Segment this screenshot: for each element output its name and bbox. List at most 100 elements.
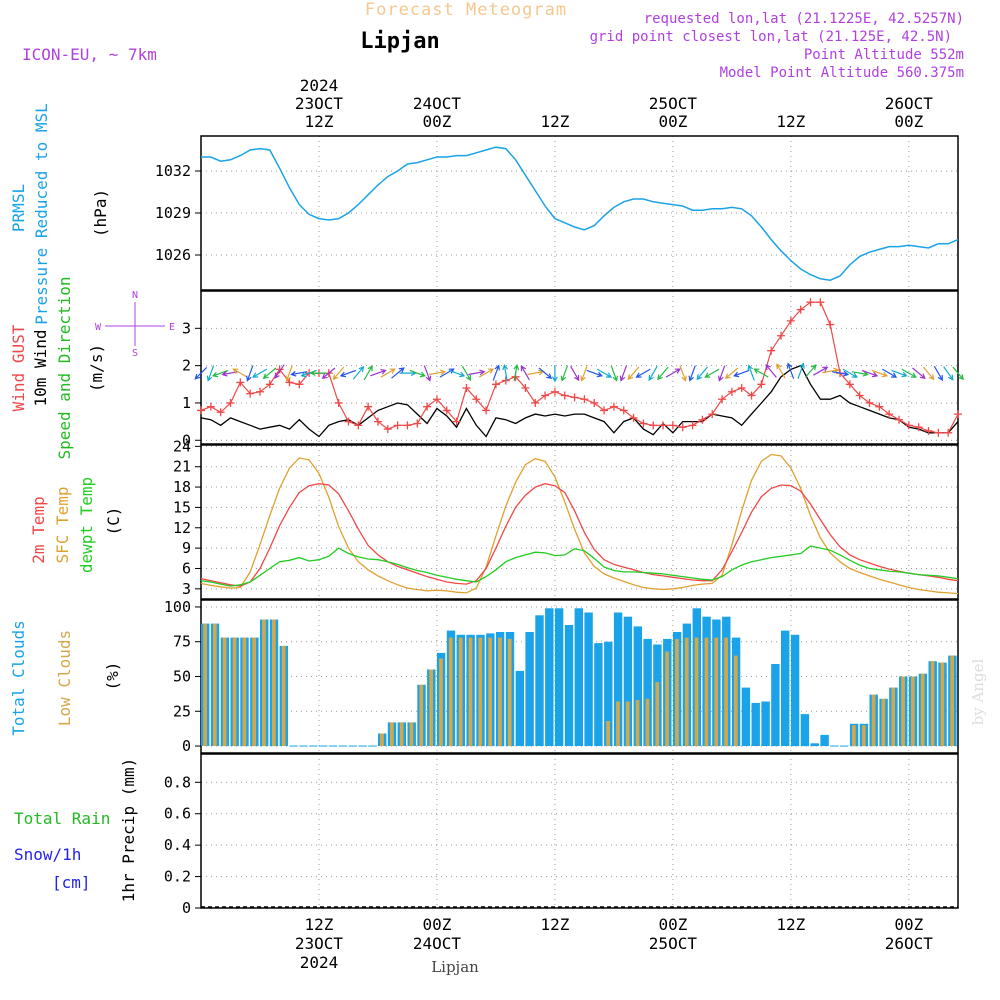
wind-ytick-label: 3 [182,319,191,337]
total-cloud-bar [554,608,564,746]
low-cloud-bar [281,645,286,746]
wind-10m-label: 10m Wind [31,329,50,406]
low-cloud-bar [734,655,738,746]
total-cloud-bar [751,702,760,746]
wind-direction-arrow [747,364,755,381]
wind-direction-arrow [901,368,917,378]
gust-marker [718,395,727,404]
low-cloud-bar [724,637,728,747]
low-cloud-bar [645,698,650,747]
model-altitude: Model Point Altitude 560.375m [720,65,964,81]
gust-marker [364,402,373,411]
low-cloud-bar [409,722,414,746]
wind-direction-arrow [285,365,293,382]
wind-direction-arrow [881,368,898,378]
wind-direction-arrow [380,368,396,378]
top-time-label: 26OCT [885,94,934,113]
top-time-label: 00Z [422,112,451,131]
low-cloud-bar [222,637,227,747]
wind-direction-arrow [679,365,687,382]
wind-direction-arrow [657,366,669,381]
wind-direction-arrow [580,365,588,382]
low-cloud-bar [606,721,610,746]
bottom-time-label: 12Z [540,915,569,934]
wind-direction-arrow [513,363,520,382]
wind-direction-arrow [831,370,850,377]
bottom-time-label: 2024 [300,953,339,972]
compass-w: W [95,322,102,333]
wind-direction-arrow [252,368,268,378]
temp-2m-label: 2m Temp [29,496,48,563]
watermark: by Angel [969,658,987,725]
snow-unit-label: [cm] [52,873,91,892]
compass-n: N [132,290,138,301]
dewpt-line [200,545,959,587]
wind-compass: N S W E [95,290,175,359]
wind-gust-label: Wind GUST [9,324,28,411]
gust-marker [246,389,255,398]
low-cloud-bar [861,725,866,747]
wind-direction-arrow [943,366,954,381]
gust-marker [826,320,835,329]
total-cloud-bar [810,743,819,747]
low-cloud-bar [232,637,237,747]
low-cloud-bar [616,701,620,746]
gust-marker [521,384,530,393]
gust-marker [786,316,795,325]
wind-direction-arrow [448,369,466,378]
wind-direction-arrow [797,362,805,379]
wind-direction-arrow [753,368,769,378]
total-clouds-label: Total Clouds [9,620,28,736]
model-label: ICON-EU, ~ 7km [22,45,157,64]
wind-direction-arrow [688,365,696,382]
gust-marker [236,378,245,387]
wind-direction-arrow [871,369,889,378]
gust-marker [580,395,589,404]
pressure-ytick-label: 1032 [155,162,191,180]
pressure-line [201,146,959,281]
low-cloud-bar [665,651,669,747]
wind-direction-arrow [274,364,285,379]
wind-direction-arrow [370,369,387,377]
wind-direction-arrow [409,369,426,378]
gust-marker [875,402,884,411]
low-cloud-bar [272,619,276,747]
low-cloud-bar [478,637,483,747]
total-cloud-bar [574,608,583,746]
gust-marker [590,398,599,407]
top-time-label: 2024 [300,76,339,95]
gust-marker [197,406,205,415]
wind-speed-line [200,364,959,438]
low-clouds-label: Low Clouds [55,630,74,726]
gust-marker [619,406,628,415]
gust-marker [472,395,481,404]
low-cloud-bar [625,701,630,746]
low-cloud-bar [468,637,473,747]
temp-ytick-label: 18 [173,478,191,496]
gust-marker [334,398,343,407]
total-cloud-bar [643,638,652,746]
wind-direction-arrow [596,368,613,378]
pressure-unit: (hPa) [91,189,110,237]
bottom-time-label: 23OCT [295,934,344,953]
precip-unit: 1hr Precip (mm) [119,758,138,903]
temp-ytick-label: 15 [173,498,191,516]
temp-unit: (C) [104,507,123,536]
pressure-ytick-label: 1026 [155,246,191,264]
low-cloud-bar [920,673,925,746]
wind-direction-arrow [363,365,373,381]
low-cloud-bar [242,637,247,747]
low-cloud-bar [439,658,443,746]
gust-marker [501,376,510,385]
bottom-time-label: 25OCT [649,934,698,953]
wind-direction-arrow [428,369,447,376]
wind-direction-arrow [912,367,926,379]
requested-coords: requested lon,lat (21.1225E, 42.5257N) [644,11,964,27]
wind-direction-arrow [696,366,708,381]
wind-direction-arrow [952,366,964,381]
gust-marker [708,410,717,419]
low-cloud-bar [390,722,394,746]
gust-marker [668,421,677,430]
total-cloud-bar [741,687,751,746]
